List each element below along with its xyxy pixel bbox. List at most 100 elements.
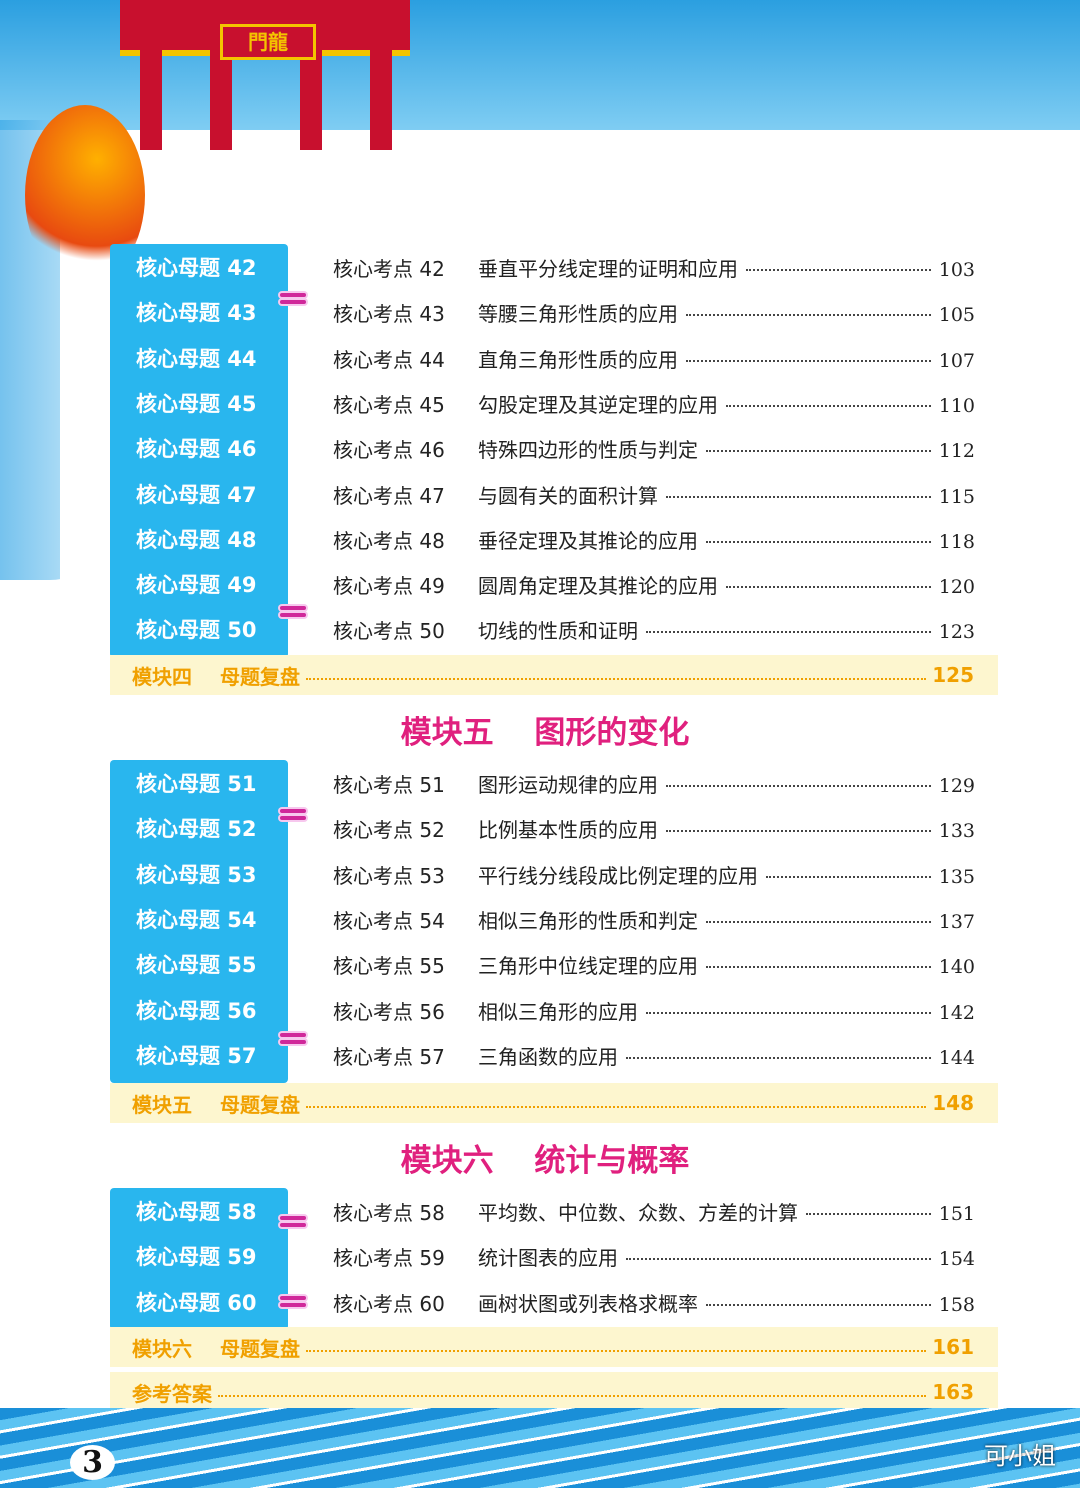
- review-label: 母题复盘: [220, 1336, 300, 1361]
- entry-page: 137: [938, 910, 975, 933]
- dot-leader: [306, 1350, 927, 1352]
- toc-entry[interactable]: 核心考点 46 特殊四边形的性质与判定 112: [333, 434, 975, 463]
- toc-entry[interactable]: 核心考点 48 垂径定理及其推论的应用 118: [333, 525, 975, 554]
- mother-problem-label: 核心母题 51: [136, 772, 257, 796]
- toc-entry[interactable]: 核心考点 45 勾股定理及其逆定理的应用 110: [333, 389, 975, 418]
- toc-entry[interactable]: 核心考点 49 圆周角定理及其推论的应用 120: [333, 570, 975, 599]
- toc-entry[interactable]: 核心考点 59 统计图表的应用 154: [333, 1242, 975, 1271]
- mother-problem-label: 核心母题 50: [136, 618, 257, 643]
- answers-page: 163: [932, 1380, 974, 1404]
- dot-leader: [646, 631, 931, 634]
- dot-leader: [666, 785, 931, 787]
- toc-entry[interactable]: 核心考点 43 等腰三角形性质的应用 105: [333, 298, 975, 327]
- review-entry[interactable]: 模块六 母题复盘 161: [110, 1327, 998, 1367]
- toc-entry[interactable]: 核心考点 57 三角函数的应用 144: [333, 1041, 975, 1070]
- entry-page: 103: [938, 259, 975, 281]
- dot-leader: [306, 1106, 927, 1108]
- mother-problem-label: 核心母题 53: [136, 862, 257, 887]
- toc-entry[interactable]: 核心考点 47 与圆有关的面积计算 115: [333, 480, 975, 509]
- answers-entry[interactable]: 参考答案 163: [110, 1372, 998, 1412]
- review-entry[interactable]: 模块五 母题复盘 148: [110, 1083, 998, 1123]
- entry-page: 135: [938, 865, 975, 888]
- entry-page: 107: [938, 349, 975, 372]
- review-label: 母题复盘: [220, 1092, 300, 1117]
- toc-entry[interactable]: 核心考点 60 画树状图或列表格求概率 158: [333, 1288, 975, 1317]
- mother-problem-label: 核心母题 48: [136, 527, 257, 552]
- entry-page: 133: [938, 820, 975, 843]
- entry-page: 118: [938, 530, 975, 553]
- core-point-label: 核心考点 47: [333, 483, 445, 508]
- entry-page: 144: [938, 1046, 975, 1069]
- entry-title: 画树状图或列表格求概率: [478, 1291, 698, 1316]
- core-point-label: 核心考点 58: [333, 1201, 445, 1225]
- dot-leader: [666, 830, 931, 833]
- core-point-label: 核心考点 52: [333, 818, 445, 843]
- watermark: 可小姐: [984, 1442, 1056, 1470]
- core-point-label: 核心考点 49: [333, 574, 445, 599]
- entry-title: 与圆有关的面积计算: [478, 483, 658, 508]
- mother-problem-label: 核心母题 58: [136, 1200, 257, 1224]
- entry-title: 相似三角形的性质和判定: [478, 908, 698, 933]
- core-point-label: 核心考点 44: [333, 347, 445, 372]
- section-heading: 模块五 图形的变化: [400, 715, 690, 751]
- review-entry[interactable]: 模块四 母题复盘 125: [110, 655, 998, 695]
- entry-page: 158: [938, 1293, 975, 1316]
- entry-title: 比例基本性质的应用: [478, 818, 658, 843]
- dot-leader: [686, 359, 931, 362]
- toc-entry[interactable]: 核心考点 52 比例基本性质的应用 133: [333, 814, 975, 843]
- core-point-label: 核心考点 54: [333, 908, 445, 933]
- equals-icon: [280, 1030, 306, 1048]
- toc-entry[interactable]: 核心考点 50 切线的性质和证明 123: [333, 615, 975, 644]
- review-module: 模块六: [132, 1336, 192, 1361]
- dot-leader: [746, 269, 931, 271]
- toc-entry[interactable]: 核心考点 56 相似三角形的应用 142: [333, 996, 975, 1025]
- entry-title: 平均数、中位数、众数、方差的计算: [478, 1201, 798, 1225]
- entry-title: 切线的性质和证明: [478, 619, 638, 644]
- entry-title: 相似三角形的应用: [478, 999, 638, 1024]
- mother-problem-label: 核心母题 45: [136, 391, 257, 416]
- dot-leader: [686, 314, 931, 317]
- mother-problem-label: 核心母题 44: [136, 346, 257, 371]
- entry-title: 垂直平分线定理的证明和应用: [478, 257, 738, 281]
- toc-entry[interactable]: 核心考点 55 三角形中位线定理的应用 140: [333, 950, 975, 979]
- core-point-label: 核心考点 48: [333, 528, 445, 553]
- mother-problem-label: 核心母题 54: [136, 907, 257, 932]
- dot-leader: [646, 1011, 931, 1014]
- toc-entry[interactable]: 核心考点 51 图形运动规律的应用 129: [333, 769, 975, 798]
- dot-leader: [706, 1303, 931, 1306]
- entry-page: 105: [938, 304, 975, 327]
- core-point-label: 核心考点 51: [333, 773, 445, 797]
- toc-entry[interactable]: 核心考点 58 平均数、中位数、众数、方差的计算 151: [333, 1197, 975, 1226]
- dot-leader: [626, 1258, 931, 1261]
- toc-entry[interactable]: 核心考点 44 直角三角形性质的应用 107: [333, 344, 975, 373]
- mother-problem-label: 核心母题 43: [136, 301, 257, 326]
- core-point-label: 核心考点 45: [333, 392, 445, 417]
- mother-problem-label: 核心母题 47: [136, 482, 257, 507]
- core-point-label: 核心考点 57: [333, 1044, 445, 1069]
- entry-page: 154: [938, 1248, 975, 1271]
- mother-problem-box: [110, 1188, 288, 1330]
- toc-entry[interactable]: 核心考点 53 平行线分线段成比例定理的应用 135: [333, 860, 975, 889]
- entry-page: 115: [938, 485, 975, 508]
- dot-leader: [726, 586, 931, 589]
- toc-entry[interactable]: 核心考点 54 相似三角形的性质和判定 137: [333, 905, 975, 934]
- dragon-gate-illustration: 門龍: [120, 0, 410, 150]
- core-point-label: 核心考点 55: [333, 954, 445, 979]
- dot-leader: [706, 920, 931, 923]
- mother-problem-box: [110, 760, 288, 1084]
- review-label: 母题复盘: [220, 664, 300, 689]
- mother-problem-label: 核心母题 60: [136, 1290, 257, 1315]
- entry-title: 垂径定理及其推论的应用: [478, 528, 698, 553]
- toc-entry[interactable]: 核心考点 42 垂直平分线定理的证明和应用 103: [333, 253, 975, 282]
- dot-leader: [706, 540, 931, 543]
- core-point-label: 核心考点 53: [333, 863, 445, 888]
- core-point-label: 核心考点 50: [333, 619, 445, 644]
- equals-icon: [280, 806, 306, 824]
- equals-icon: [280, 1213, 306, 1231]
- core-point-label: 核心考点 42: [333, 257, 445, 281]
- equals-icon: [280, 1293, 306, 1311]
- equals-icon: [280, 603, 306, 621]
- review-page: 161: [932, 1335, 974, 1359]
- dot-leader: [666, 495, 931, 498]
- entry-title: 统计图表的应用: [478, 1246, 618, 1271]
